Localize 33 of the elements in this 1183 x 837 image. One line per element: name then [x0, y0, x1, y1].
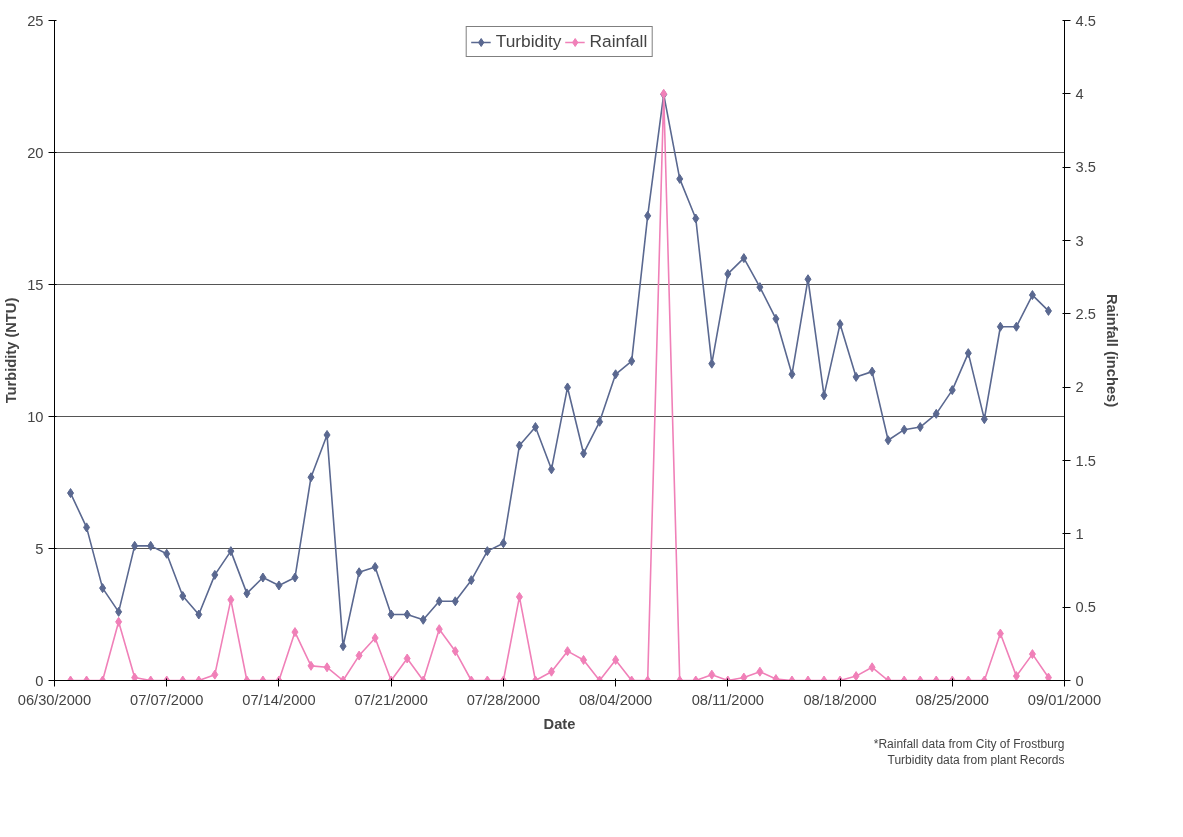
y2-tick-label: 0: [1075, 672, 1084, 689]
text: Turbidity data from plant Records: [887, 752, 1065, 767]
x-tick-label: 08/25/2000: [915, 691, 989, 708]
x-tick-label: 08/04/2000: [578, 691, 653, 708]
y2-tick-label: 3: [1075, 232, 1084, 249]
y-axis-title: Turbidity (NTU): [3, 297, 20, 404]
legend-label: Turbidity: [495, 31, 562, 52]
x-tick-label: 08/11/2000: [691, 691, 764, 708]
y2-tick-label: 2.5: [1075, 305, 1096, 322]
y2-tick-label: 2: [1075, 379, 1084, 396]
y2-tick-label: 0.5: [1075, 599, 1096, 616]
x-tick-label: 07/28/2000: [466, 691, 541, 708]
y-tick-label: 15: [27, 276, 44, 293]
y2-tick-label: 4: [1075, 85, 1084, 102]
x-tick-label: 08/18/2000: [803, 691, 877, 708]
x-tick-label: 09/01/2000: [1027, 691, 1102, 708]
legend-label: Rainfall: [589, 31, 648, 52]
x-axis-title: Date: [543, 715, 576, 732]
y-tick-label: 0: [35, 672, 44, 689]
y2-tick-label: 1: [1075, 525, 1084, 542]
y2-axis-title: Rainfall (inches): [1103, 293, 1120, 408]
y-tick-label: 5: [35, 540, 44, 557]
x-tick-label: 07/21/2000: [354, 691, 428, 708]
x-tick-label: 06/30/2000: [17, 691, 92, 708]
y-tick-label: 10: [27, 408, 44, 425]
x-tick-label: 07/14/2000: [242, 691, 316, 708]
y2-tick-label: 1.5: [1075, 452, 1096, 469]
x-tick-label: 07/07/2000: [130, 691, 204, 708]
y-tick-label: 20: [27, 144, 44, 161]
text: *Rainfall data from City of Frostburg: [873, 736, 1065, 751]
y2-tick-label: 4.5: [1075, 12, 1096, 29]
y-tick-label: 25: [27, 12, 44, 29]
y2-tick-label: 3.5: [1075, 159, 1096, 176]
